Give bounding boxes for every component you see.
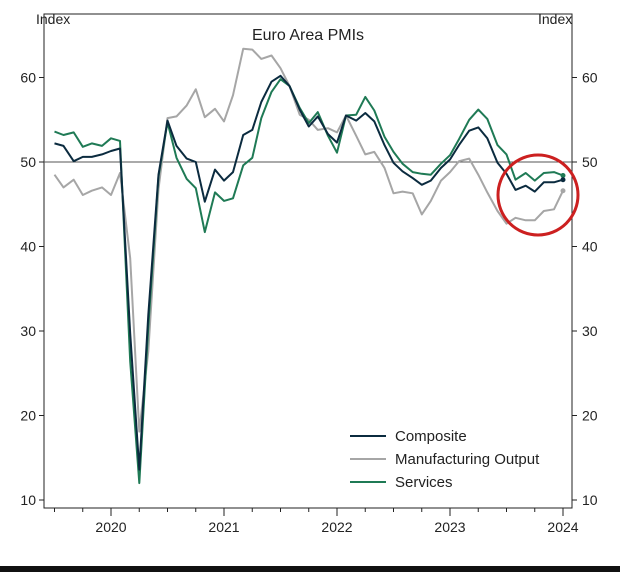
composite-line-end-point: [560, 177, 566, 183]
y-tick-label-left: 40: [20, 239, 36, 255]
y-tick-label-left: 50: [20, 154, 36, 170]
manufacturing-output-line-end-point: [560, 188, 566, 194]
y-axis-right-label: Index: [538, 11, 572, 27]
y-tick-label-right: 30: [582, 323, 598, 339]
y-axis-left-label: Index: [36, 11, 70, 27]
services-line: [54, 78, 564, 485]
x-tick-label: 2023: [434, 519, 465, 535]
bottom-edge-bar: [0, 566, 620, 572]
services-line-end-point: [560, 173, 566, 179]
y-tick-label-left: 10: [20, 492, 36, 508]
x-axis: 2020 2021 2022 2023 2024: [54, 508, 579, 535]
highlight-ring: [496, 153, 580, 237]
highlight-circle: [496, 153, 580, 237]
plot-border: [43, 13, 573, 509]
chart-title: Euro Area PMIs: [252, 27, 364, 44]
composite-line: [54, 74, 564, 471]
y-tick-label-left: 60: [20, 70, 36, 86]
legend-label: Manufacturing Output: [395, 451, 540, 468]
x-tick-label: 2022: [321, 519, 352, 535]
legend-label: Composite: [395, 428, 467, 445]
manufacturing-output-line: [53, 47, 564, 433]
y-tick-label-right: 50: [582, 154, 598, 170]
x-tick-label: 2020: [95, 519, 126, 535]
axes-frame: [43, 13, 573, 509]
series-lines: [53, 47, 566, 485]
y-tick-label-left: 30: [20, 323, 36, 339]
y-tick-label-left: 20: [20, 408, 36, 424]
x-tick-label: 2021: [208, 519, 239, 535]
y-tick-label-right: 60: [582, 70, 598, 86]
y-tick-label-right: 40: [582, 239, 598, 255]
x-tick-label: 2024: [547, 519, 578, 535]
y-tick-label-right: 20: [582, 408, 598, 424]
y-tick-label-right: 10: [582, 492, 598, 508]
legend-label: Services: [395, 474, 453, 491]
legend: Composite Manufacturing Output Services: [350, 428, 540, 491]
y-axis-left: 10 20 30 40 50 60: [20, 70, 44, 508]
y-axis-right: 10 20 30 40 50 60: [572, 70, 598, 508]
